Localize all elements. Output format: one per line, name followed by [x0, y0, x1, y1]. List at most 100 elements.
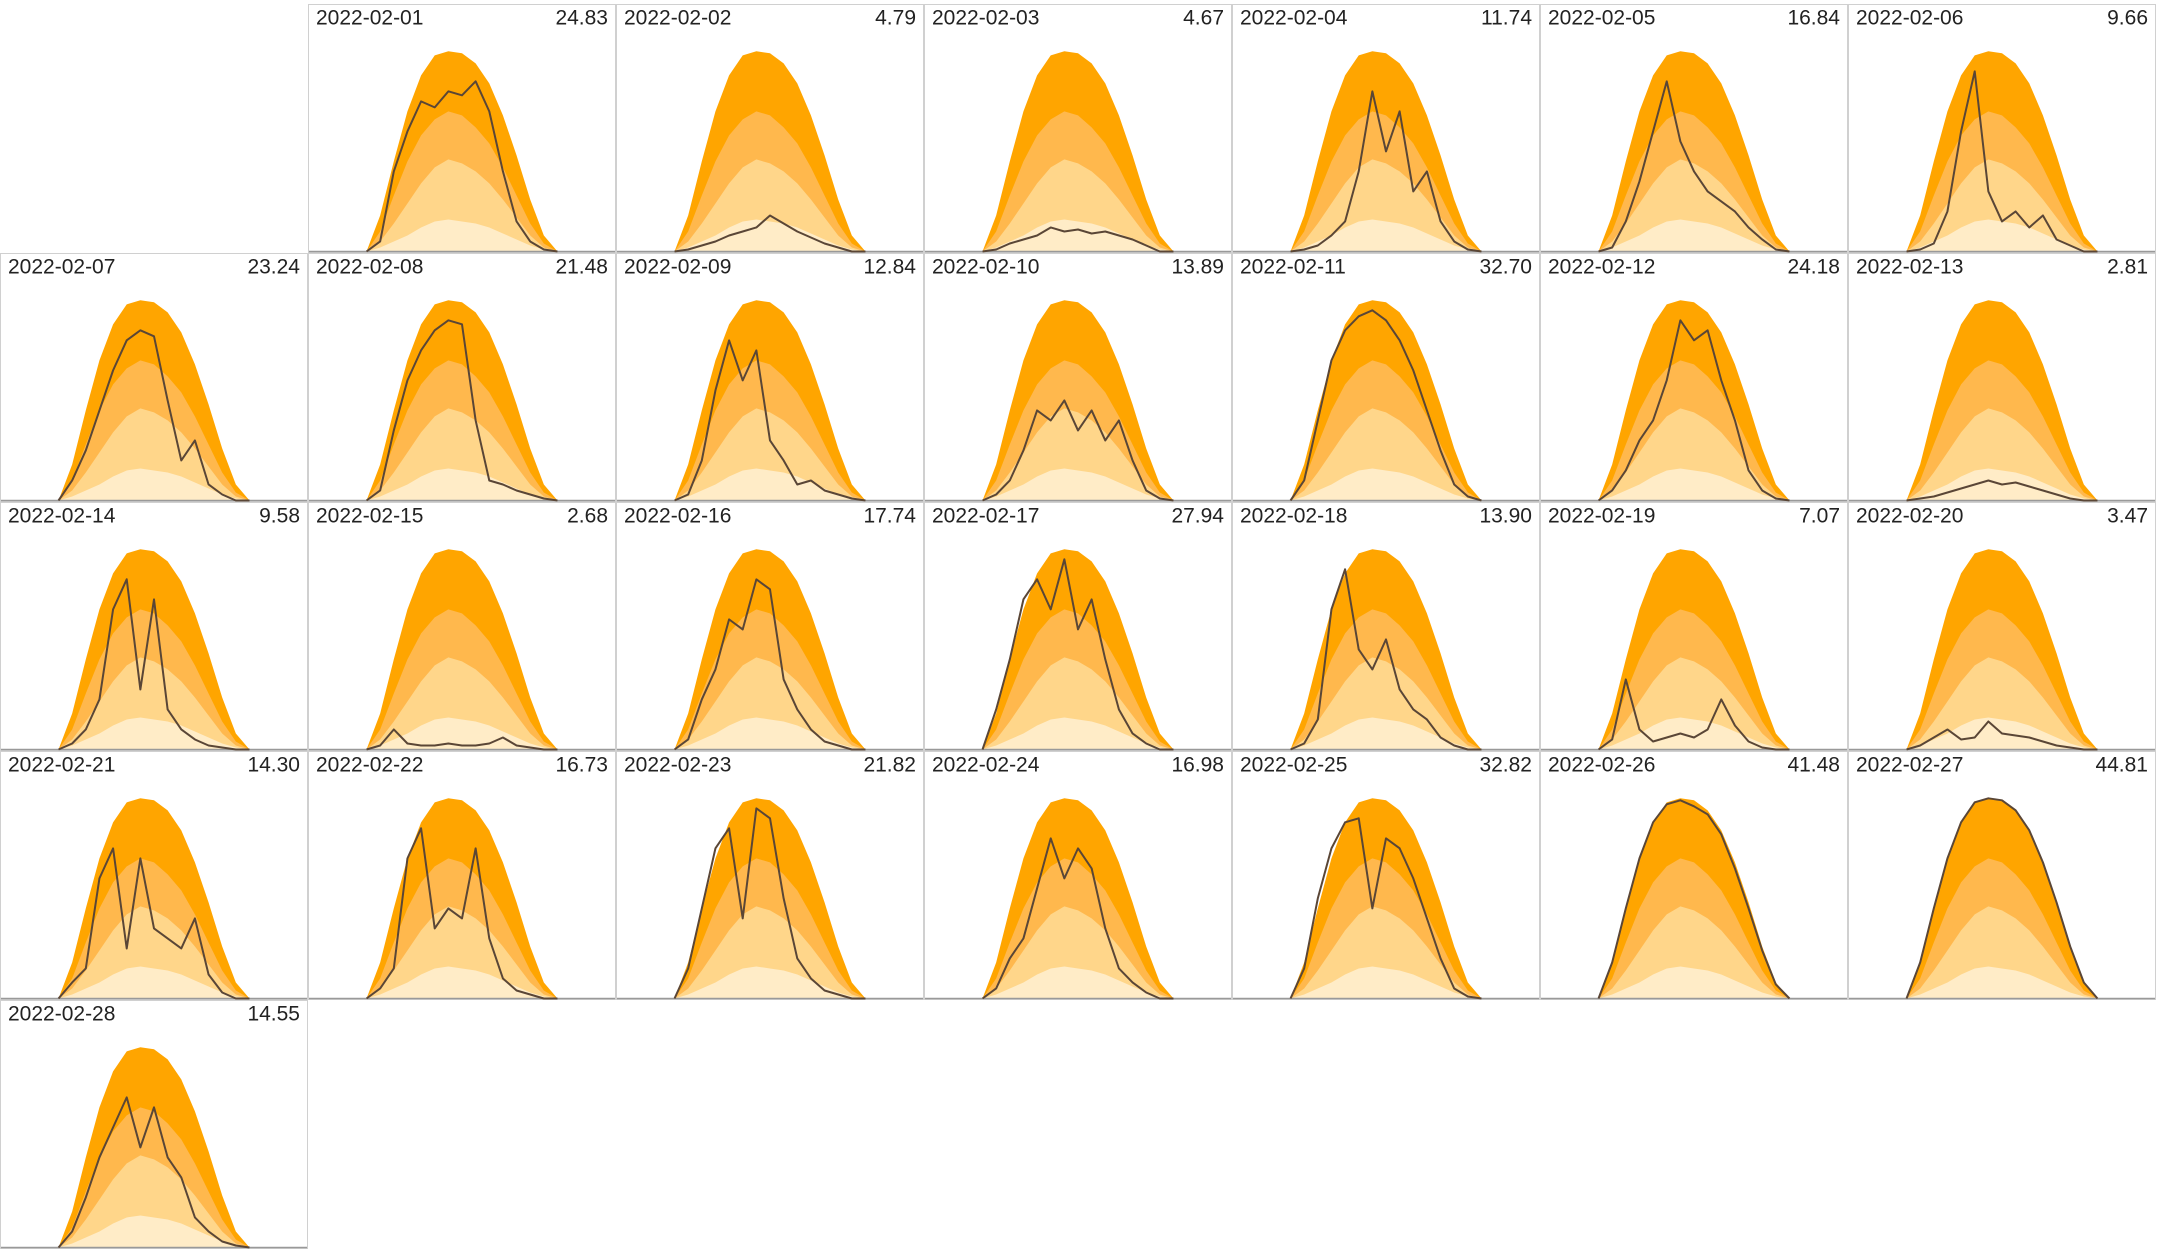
expected-band — [982, 966, 1174, 999]
expected-band — [366, 657, 558, 750]
expected-band — [674, 408, 866, 501]
expected-band — [1290, 906, 1482, 999]
cell-border — [924, 253, 1232, 502]
date-label: 2022-02-05 — [1548, 6, 1655, 29]
expected-band — [674, 468, 866, 501]
expected-band — [1598, 717, 1790, 750]
cell-border — [1232, 253, 1540, 502]
expected-band — [1906, 408, 2098, 501]
actual-line — [365, 319, 558, 502]
expected-band — [674, 717, 866, 750]
cell-border — [1848, 502, 2156, 751]
actual-line — [1906, 70, 2098, 253]
date-label: 2022-02-01 — [316, 6, 423, 29]
date-label: 2022-02-23 — [624, 753, 731, 776]
cell-border — [1848, 751, 2156, 1000]
day-cell: 2022-02-04 11.74 — [1232, 4, 1540, 253]
total-label: 14.30 — [247, 753, 300, 776]
expected-band — [1598, 219, 1790, 252]
expected-band — [366, 966, 558, 999]
total-label: 21.82 — [863, 753, 916, 776]
actual-line — [365, 827, 558, 1000]
cell-border — [308, 502, 616, 751]
day-cell: 2022-02-15 2.68 — [308, 502, 616, 751]
total-label: 9.66 — [2107, 6, 2148, 29]
date-label: 2022-02-21 — [8, 753, 115, 776]
actual-line — [981, 558, 1174, 751]
expected-band — [674, 906, 866, 999]
expected-band — [1906, 966, 2098, 999]
day-cell: 2022-02-22 16.73 — [308, 751, 616, 1000]
total-label: 16.73 — [555, 753, 608, 776]
cell-border — [616, 4, 924, 253]
cell-border — [1540, 253, 1848, 502]
cell-border — [616, 751, 924, 1000]
expected-band — [674, 219, 866, 252]
date-label: 2022-02-11 — [1240, 255, 1346, 278]
date-label: 2022-02-26 — [1548, 753, 1655, 776]
expected-band — [366, 408, 558, 501]
expected-band — [1598, 966, 1790, 999]
expected-band — [982, 657, 1174, 750]
total-label: 24.18 — [1787, 255, 1840, 278]
date-label: 2022-02-14 — [8, 504, 116, 527]
date-label: 2022-02-22 — [316, 753, 423, 776]
day-cell: 2022-02-07 23.24 — [0, 253, 308, 502]
actual-line — [365, 80, 558, 253]
total-label: 7.07 — [1799, 504, 1840, 527]
total-label: 4.67 — [1183, 6, 1224, 29]
date-label: 2022-02-02 — [624, 6, 731, 29]
expected-band — [982, 159, 1174, 252]
date-label: 2022-02-04 — [1240, 6, 1348, 29]
actual-line — [1906, 479, 2098, 502]
total-label: 14.55 — [247, 1002, 300, 1025]
total-label: 3.47 — [2107, 504, 2148, 527]
actual-line — [674, 339, 866, 502]
date-label: 2022-02-20 — [1856, 504, 1963, 527]
actual-line — [982, 226, 1174, 253]
cell-border — [1540, 4, 1848, 253]
actual-line — [673, 807, 866, 1000]
day-cell: 2022-02-25 32.82 — [1232, 751, 1540, 1000]
date-label: 2022-02-13 — [1856, 255, 1963, 278]
expected-band — [674, 966, 866, 999]
actual-line — [1597, 678, 1790, 751]
day-cell: 2022-02-17 27.94 — [924, 502, 1232, 751]
cell-border — [308, 253, 616, 502]
day-cell: 2022-02-23 21.82 — [616, 751, 924, 1000]
expected-band — [1290, 657, 1482, 750]
total-label: 2.81 — [2107, 255, 2148, 278]
actual-line — [57, 329, 250, 502]
day-cell: 2022-02-28 14.55 — [0, 1000, 308, 1249]
date-label: 2022-02-07 — [8, 255, 115, 278]
total-label: 16.98 — [1171, 753, 1224, 776]
day-cell: 2022-02-21 14.30 — [0, 751, 308, 1000]
date-label: 2022-02-10 — [932, 255, 1039, 278]
cell-border — [924, 502, 1232, 751]
expected-band — [1290, 468, 1482, 501]
total-label: 32.82 — [1479, 753, 1532, 776]
expected-band — [1906, 906, 2098, 999]
date-label: 2022-02-25 — [1240, 753, 1347, 776]
cell-border — [924, 4, 1232, 253]
day-cell: 2022-02-16 17.74 — [616, 502, 924, 751]
cell-border — [1540, 751, 1848, 1000]
date-label: 2022-02-08 — [316, 255, 423, 278]
expected-band — [982, 408, 1174, 501]
expected-band — [366, 906, 558, 999]
expected-band — [1906, 657, 2098, 750]
actual-line — [57, 1096, 250, 1249]
total-label: 9.58 — [259, 504, 300, 527]
cell-border — [0, 502, 308, 751]
total-label: 32.70 — [1479, 255, 1532, 278]
expected-band — [1290, 219, 1482, 252]
date-label: 2022-02-19 — [1548, 504, 1655, 527]
cell-border — [924, 751, 1232, 1000]
actual-line — [366, 728, 558, 751]
day-cell: 2022-02-10 13.89 — [924, 253, 1232, 502]
date-label: 2022-02-27 — [1856, 753, 1963, 776]
date-label: 2022-02-03 — [932, 6, 1039, 29]
expected-band — [58, 468, 250, 501]
day-cell: 2022-02-14 9.58 — [0, 502, 308, 751]
date-label: 2022-02-28 — [8, 1002, 115, 1025]
